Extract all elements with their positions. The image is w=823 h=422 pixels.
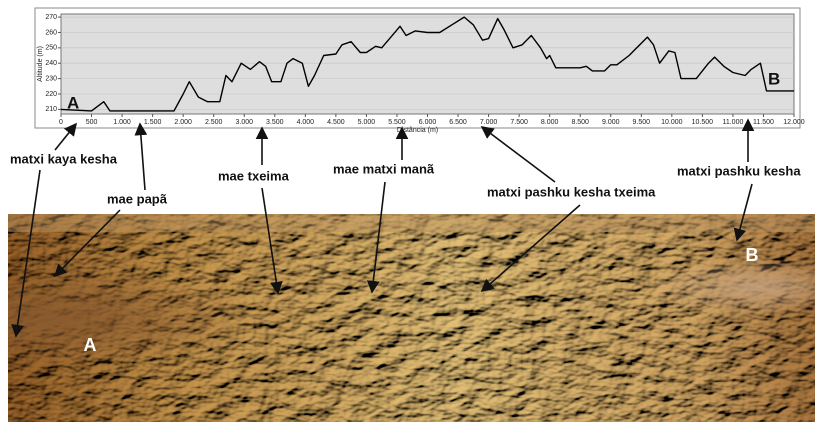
- x-tick-label: 10.000: [661, 119, 683, 126]
- figure: A B 210 220 230 240 250 260 270 0 500 1.000 1.500 2…: [0, 0, 823, 422]
- x-tick-label: 6.000: [419, 119, 437, 126]
- x-tick-label: 8.500: [571, 119, 589, 126]
- annotation: mae papã: [107, 191, 168, 206]
- y-axis-title: Altitude (m): [37, 46, 44, 82]
- image-label: A: [84, 335, 97, 355]
- x-tick-label: 0: [59, 119, 63, 126]
- x-tick-label: 9.000: [602, 119, 620, 126]
- y-tick-label: 220: [45, 91, 57, 98]
- x-tick-label: 10.500: [692, 119, 714, 126]
- y-tick-label: 210: [45, 106, 57, 113]
- x-tick-label: 500: [86, 119, 98, 126]
- x-tick-label: 3.500: [266, 119, 284, 126]
- plot-area: [61, 14, 794, 114]
- image-label: B: [746, 245, 759, 265]
- y-tick-label: 230: [45, 75, 57, 82]
- x-tick-label: 4.000: [297, 119, 315, 126]
- x-tick-label: 7.500: [510, 119, 528, 126]
- annotation: matxi pashku kesha txeima: [487, 184, 656, 199]
- x-tick-label: 1.500: [144, 119, 162, 126]
- y-tick-label: 260: [45, 29, 57, 36]
- x-axis-title: Distância (m): [397, 127, 438, 134]
- annotation: matxi kaya kesha: [10, 151, 118, 166]
- x-tick-label: 11.000: [722, 119, 743, 126]
- x-tick-label: 12.000: [783, 119, 805, 126]
- annotation: matxi pashku kesha: [677, 163, 801, 178]
- terrain-image: [8, 214, 815, 422]
- x-tick-label: 5.000: [358, 119, 376, 126]
- annotation: mae txeima: [218, 168, 290, 183]
- y-tick-label: 250: [45, 45, 57, 52]
- x-tick-label: 3.000: [235, 119, 253, 126]
- x-tick-label: 2.000: [174, 119, 192, 126]
- y-tick-label: 240: [45, 60, 57, 67]
- x-tick-label: 11.500: [753, 119, 774, 126]
- x-tick-label: 8.000: [541, 119, 559, 126]
- x-tick-label: 9.500: [633, 119, 651, 126]
- x-tick-label: 1.000: [113, 119, 131, 126]
- x-tick-label: 7.000: [480, 119, 498, 126]
- x-tick-label: 5.500: [388, 119, 406, 126]
- y-tick-label: 270: [45, 14, 57, 21]
- x-tick-label: 6.500: [449, 119, 467, 126]
- x-tick-label: 2.500: [205, 119, 223, 126]
- x-tick-label: 4.500: [327, 119, 345, 126]
- annotation: mae matxi manã: [333, 161, 435, 176]
- point-label: B: [768, 69, 780, 88]
- point-label: A: [67, 93, 79, 112]
